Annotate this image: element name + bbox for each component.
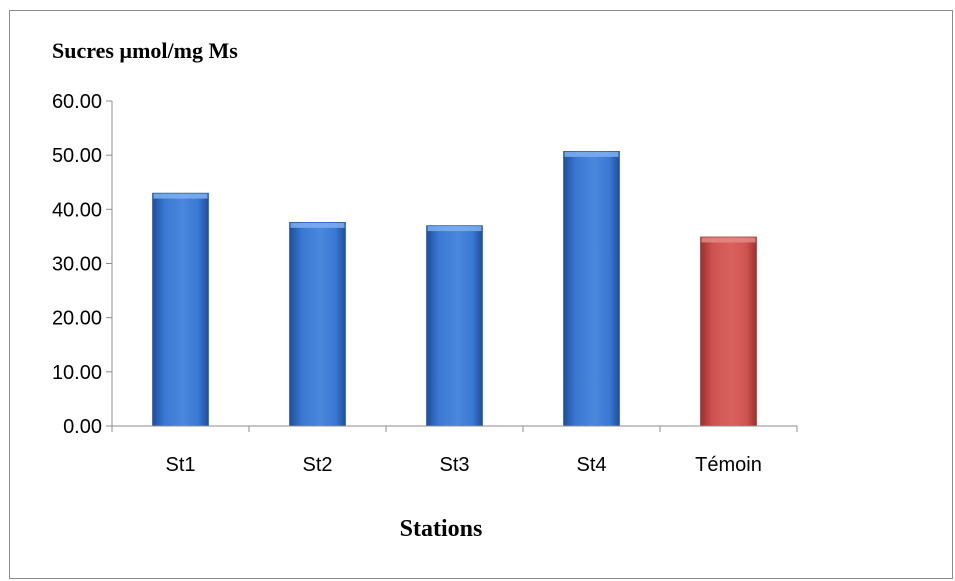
y-tick-label: 20.00 [52,308,102,330]
bar-rect [701,237,757,426]
bar-top-bevel [428,226,482,231]
bar-rect [153,193,209,426]
bar-top-bevel [565,152,619,157]
bar-top-bevel [291,223,345,228]
bar-st4 [564,151,620,426]
x-tick-label: St1 [165,454,195,476]
bar-top-bevel [154,194,208,199]
y-tick-label: 10.00 [52,362,102,384]
bar-st3 [427,226,483,426]
bars-layer [153,151,757,426]
bar-rect [427,226,483,426]
x-tick-label: Témoin [695,454,762,476]
bar-top-bevel [702,237,756,242]
y-tick-label: 0.00 [63,416,102,438]
bar-st2 [290,222,346,426]
y-tick-label: 60.00 [52,91,102,113]
bar-rect [290,222,346,426]
x-tick-label: St3 [439,454,469,476]
bar-st1 [153,193,209,426]
bar-témoin [701,237,757,426]
x-tick-label: St2 [302,454,332,476]
bar-rect [564,151,620,426]
y-tick-label: 50.00 [52,145,102,167]
y-tick-label: 30.00 [52,254,102,276]
y-tick-label: 40.00 [52,199,102,221]
x-tick-label: St4 [576,454,606,476]
